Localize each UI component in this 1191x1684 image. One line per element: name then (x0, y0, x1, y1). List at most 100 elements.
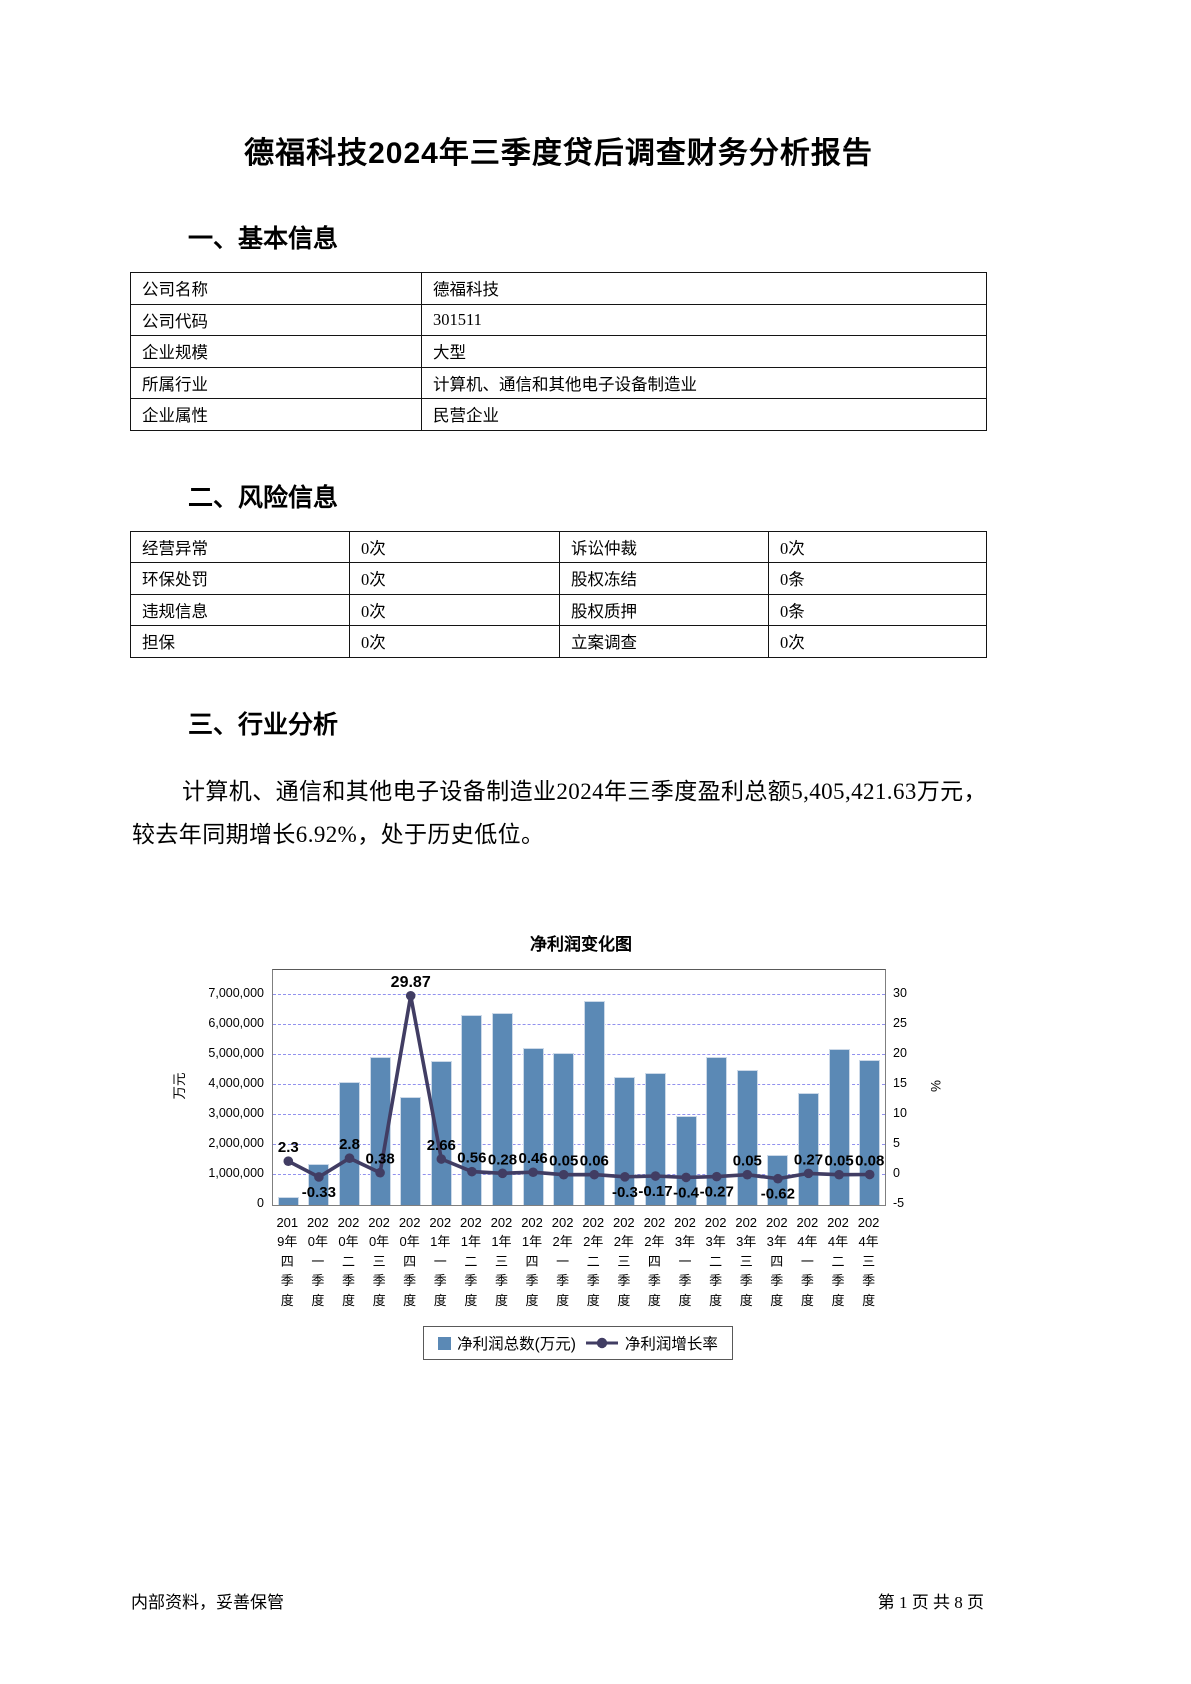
cell-label: 担保 (130, 625, 350, 658)
data-label: -0.4 (673, 1184, 700, 1201)
cell-label: 企业规模 (130, 335, 422, 368)
page-title: 德福科技2024年三季度贷后调查财务分析报告 (244, 137, 873, 170)
point-marker (436, 1153, 447, 1164)
bar (736, 1070, 758, 1205)
left-axis-tick-label: 7,000,000 (208, 985, 264, 1000)
left-axis-ticks: 0 1,000,000 2,000,000 3,000,000 4,000,000 5,0… (190, 969, 272, 1210)
point-marker (467, 1166, 477, 1176)
left-axis-tick-label: 0 (257, 1195, 264, 1210)
point-marker (803, 1168, 814, 1178)
point-marker (497, 1168, 508, 1178)
left-axis-tick-label: 5,000,000 (208, 1045, 264, 1060)
x-axis-label: 202 1年三季度 (490, 1214, 513, 1308)
cell-value: 0条 (768, 593, 987, 626)
bar (522, 1047, 544, 1205)
x-axis-label: 202 2年四季度 (643, 1214, 666, 1308)
table-row: 企业属性 民营企业 (130, 398, 987, 431)
growth-line (287, 994, 870, 1181)
cell-value: 0条 (768, 562, 987, 595)
point-marker (681, 1172, 691, 1182)
x-axis-label: 202 2年二季度 (582, 1214, 605, 1308)
point-marker (405, 990, 416, 1001)
point-marker (864, 1169, 875, 1179)
cell-label: 经营异常 (130, 530, 350, 563)
x-axis-label: 202 2年三季度 (612, 1214, 635, 1308)
chart-title: 净利润变化图 (530, 934, 632, 954)
table-row: 所属行业 计算机、通信和其他电子设备制造业 (130, 366, 987, 399)
bar (461, 1014, 483, 1205)
point-marker (773, 1173, 783, 1184)
x-axis-label: 202 3年四季度 (765, 1214, 788, 1308)
basic-info-table: 公司名称 德福科技 公司代码 301511 企业规模 大型 所属行业 计算机、通信和其他电子设… (130, 272, 987, 431)
point-marker (344, 1152, 355, 1163)
bar (492, 1013, 513, 1205)
point-marker (558, 1169, 569, 1179)
x-axis-label: 202 2年一季度 (551, 1214, 574, 1308)
bar (828, 1048, 850, 1205)
legend-item-line-series: 净利润增长率 (585, 1332, 718, 1354)
cell-label: 环保处罚 (130, 562, 350, 595)
table-row: 环保处罚 0次 股权冻结 0条 (130, 562, 987, 595)
net-profit-chart: 净利润变化图 万元 0 1,000,000 2,000,000 3,000,000 4,… (166, 930, 956, 1360)
bar (400, 1096, 422, 1205)
legend-label-line: 净利润增长率 (624, 1336, 718, 1353)
gridline (273, 1143, 885, 1145)
point-marker (283, 1155, 294, 1166)
risk-info-table: 经营异常 0次 诉讼仲裁 0次 环保处罚 0次 股权冻结 0条 违规信息 0次 股权质押 0条 担保 0次… (130, 530, 987, 658)
bar (645, 1073, 666, 1205)
bar-series-swatch-icon (438, 1336, 452, 1350)
gridline (273, 1023, 885, 1025)
bar (369, 1056, 391, 1205)
data-label: 0.08 (855, 1152, 884, 1169)
cell-label: 企业属性 (130, 398, 422, 431)
data-label: 0.05 (824, 1152, 853, 1169)
table-row: 经营异常 0次 诉讼仲裁 0次 (130, 530, 987, 563)
cell-value: 计算机、通信和其他电子设备制造业 (421, 366, 987, 399)
x-axis-label: 202 1年四季度 (521, 1214, 543, 1308)
x-axis-label: 202 0年四季度 (398, 1214, 421, 1308)
right-axis-tick-label: 20 (893, 1045, 907, 1060)
right-axis-tick-label: 30 (893, 985, 907, 1000)
data-label: 29.87 (391, 973, 431, 990)
table-row: 公司名称 德福科技 (130, 272, 987, 305)
cell-value: 德福科技 (421, 272, 987, 305)
x-axis-label: 202 4年二季度 (827, 1214, 849, 1308)
bar (430, 1061, 452, 1205)
legend-row: 净利润总数(万元) 净利润增长率 (272, 1326, 884, 1360)
point-marker (711, 1171, 722, 1181)
bar (339, 1082, 360, 1205)
point-marker (314, 1171, 324, 1182)
x-axis-label: 202 1年二季度 (460, 1214, 482, 1308)
cell-label: 股权冻结 (559, 562, 769, 595)
cell-label: 股权质押 (559, 593, 769, 626)
left-axis-tick-label: 6,000,000 (208, 1015, 264, 1030)
bar (859, 1059, 881, 1205)
section-heading-risk-info: 二、风险信息 (188, 483, 339, 512)
left-axis-tick-label: 3,000,000 (208, 1105, 264, 1120)
x-axis-labels: 201 9年四季度 202 0年一季度 202 0年二季度 202 0年三季度 202 0年四季度… (272, 1206, 884, 1311)
point-marker (589, 1169, 600, 1179)
x-axis-label: 202 4年一季度 (796, 1214, 819, 1308)
table-row: 担保 0次 立案调查 0次 (130, 625, 987, 658)
x-axis-label: 202 3年三季度 (735, 1214, 758, 1308)
right-axis-tick-label: 25 (893, 1015, 907, 1030)
right-axis-unit-label: % (928, 1079, 944, 1093)
data-label: 2.66 (427, 1137, 456, 1154)
gridline (273, 993, 885, 995)
gridline (273, 1113, 885, 1115)
left-axis-tick-label: 1,000,000 (208, 1165, 264, 1180)
data-label: -0.3 (612, 1183, 638, 1200)
data-label: 0.06 (580, 1152, 609, 1169)
x-axis-label: 202 3年一季度 (674, 1214, 696, 1308)
x-axis-label: 202 1年一季度 (429, 1214, 452, 1308)
point-marker (620, 1171, 630, 1182)
point-marker (742, 1169, 753, 1179)
data-label: 0.27 (794, 1151, 823, 1168)
cell-value: 民营企业 (421, 398, 987, 431)
cell-label: 公司名称 (130, 272, 422, 305)
data-label: 0.46 (518, 1150, 547, 1167)
footer-confidential-note: 内部资料，妥善保管 (131, 1593, 284, 1612)
page-content: 德福科技2024年三季度贷后调查财务分析报告 一、基本信息 公司名称 德福科技 公司… (130, 0, 987, 1360)
x-axis-label: 202 0年一季度 (307, 1214, 329, 1308)
